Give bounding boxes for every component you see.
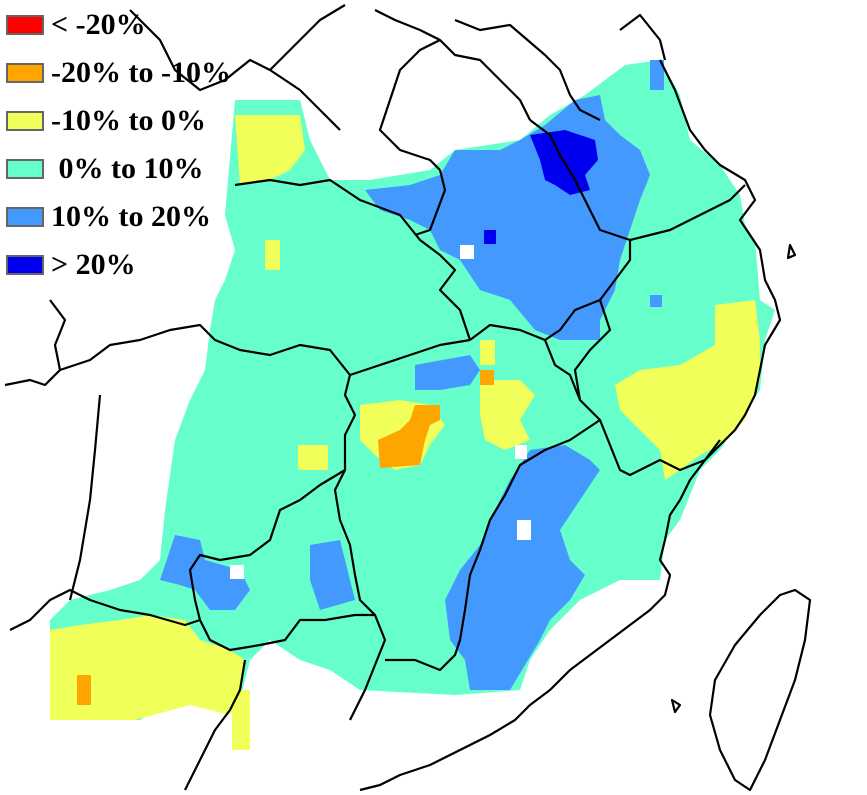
legend-label: > 20% [51,248,136,281]
island-outline [670,698,682,714]
boundary-line [573,299,612,401]
legend-swatch [6,15,44,35]
region-blue-south [445,445,600,690]
legend-label: -20% to -10% [51,56,231,89]
region-blue-west [160,535,250,610]
region-yellow-southwest [50,615,245,720]
cell-nodata [515,445,527,459]
boundary-line [619,13,667,61]
boundary-line [349,664,377,721]
cell-nodata [230,565,244,579]
cell-yellow [232,690,250,750]
legend-label: 0% to 10% [51,152,204,185]
region-blue-center [415,355,480,390]
data-grid [50,60,775,750]
cell-orange [480,370,494,385]
boundary-line [129,9,341,131]
taiwan-outline [708,588,812,792]
cell-blue [650,60,664,90]
legend-label: -10% to 0% [51,104,206,137]
boundary-line [188,469,375,652]
boundary-line [454,18,546,56]
boundary-line [414,169,447,237]
legend-swatch [6,63,44,83]
cell-blue [570,310,600,340]
legend-swatch [6,111,44,131]
boundary-line [529,119,631,242]
legend-swatch [6,159,44,179]
region-blue-southwest [310,540,355,610]
boundary-line [59,323,351,376]
boundary-line [469,184,746,342]
region-yellow-east [615,300,760,480]
boundary-line [68,394,102,601]
cell-nodata [460,245,474,259]
island-outline [786,243,797,260]
legend-swatch [6,255,44,275]
boundary-line [544,54,601,121]
region-orange-central [378,405,440,468]
region-yellow-northwest [235,115,305,185]
region-yellow-central-east [480,380,535,450]
cell-darkblue [484,230,496,244]
boundary-line [4,299,67,387]
province-boundaries [4,4,812,792]
boundary-line [184,659,247,791]
cell-yellow [480,340,495,365]
boundary-line [388,38,531,121]
cell-blue [650,295,662,307]
boundary-line [234,178,472,341]
boundary-line [269,4,346,71]
coastline [359,59,782,792]
boundary-line [378,99,441,171]
cell-yellow [298,445,328,470]
cell-orange [77,675,91,705]
boundary-line [374,9,441,41]
legend-label: 10% to 20% [51,200,211,233]
legend-label: < -20% [51,8,146,41]
legend-swatch [6,207,44,227]
cell-nodata [517,520,531,540]
boundary-line [9,588,201,631]
cell-yellow [265,240,280,270]
boundary-line [598,419,721,477]
